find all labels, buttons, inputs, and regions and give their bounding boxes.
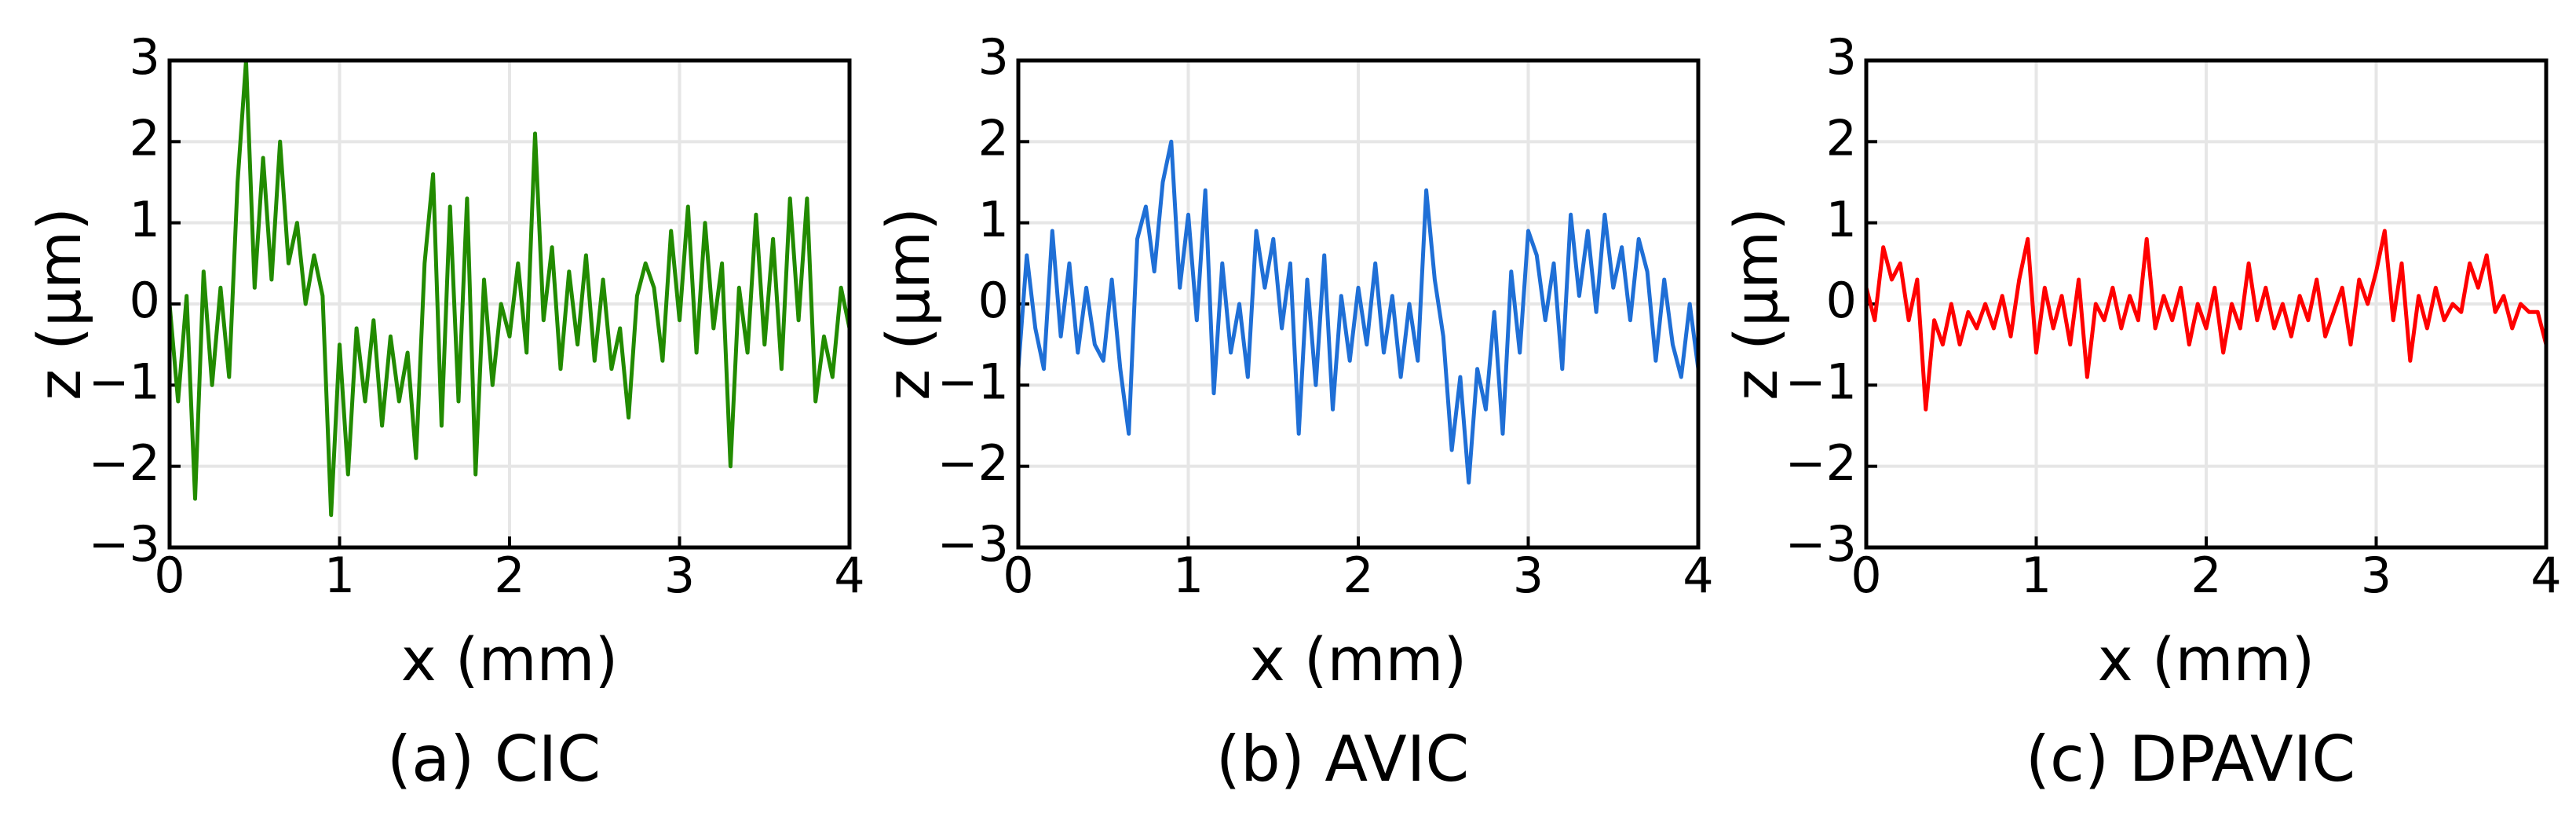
- y-tick-label: 0: [1826, 272, 1857, 329]
- data-line: [167, 58, 852, 518]
- panel: −3 −2 −1 0 1 2 3 0 1 2 3 4 x (mm) z (μm) (b) AVIC: [873, 28, 1714, 796]
- y-tick-label: −3: [1785, 515, 1857, 573]
- plot-frame: [167, 58, 852, 550]
- y-tick-label: 1: [978, 191, 1009, 248]
- x-axis-label: x (mm): [1250, 624, 1467, 694]
- y-tick-label: 2: [978, 109, 1009, 167]
- x-tick-label: 2: [494, 547, 524, 604]
- y-tick-label: 3: [130, 28, 160, 86]
- x-tick-label: 0: [1851, 547, 1881, 604]
- data-line: [1864, 229, 2549, 412]
- y-tick-label: 0: [978, 272, 1009, 329]
- x-tick-label: 2: [1343, 547, 1373, 604]
- data-line: [1016, 139, 1701, 485]
- plot-frame: [1016, 58, 1701, 550]
- y-tick-label: −1: [937, 353, 1009, 410]
- caption: (b) AVIC: [1216, 723, 1469, 796]
- x-tick-label: 3: [664, 547, 695, 604]
- y-tick-label: −2: [89, 434, 160, 492]
- x-tick-label: 4: [1683, 547, 1713, 604]
- x-tick-label: 3: [1513, 547, 1544, 604]
- x-tick-label: 1: [1173, 547, 1204, 604]
- x-tick-label: 1: [2021, 547, 2052, 604]
- y-tick-label: −2: [1785, 434, 1857, 492]
- x-tick-label: 4: [834, 547, 864, 604]
- x-tick-label: 3: [2361, 547, 2391, 604]
- y-tick-label: 1: [1826, 191, 1857, 248]
- y-tick-label: 0: [130, 272, 160, 329]
- x-tick-label: 0: [154, 547, 185, 604]
- caption: (c) DPAVIC: [2026, 723, 2355, 796]
- plot-frame: [1864, 58, 2549, 550]
- y-tick-label: 3: [1826, 28, 1857, 86]
- y-tick-label: 1: [130, 191, 160, 248]
- x-tick-label: 0: [1003, 547, 1033, 604]
- x-tick-label: 1: [324, 547, 355, 604]
- y-tick-label: 2: [130, 109, 160, 167]
- x-tick-label: 2: [2191, 547, 2221, 604]
- y-tick-label: −1: [89, 353, 160, 410]
- panel: −3 −2 −1 0 1 2 3 0 1 2 3 4 x (mm) z (μm) (a) CIC: [24, 28, 865, 796]
- y-tick-label: 3: [978, 28, 1009, 86]
- y-tick-label: −2: [937, 434, 1009, 492]
- y-tick-label: −3: [937, 515, 1009, 573]
- panel: −3 −2 −1 0 1 2 3 0 1 2 3 4 x (mm) z (μm) (c) DPAVIC: [1721, 28, 2562, 796]
- y-tick-label: 2: [1826, 109, 1857, 167]
- y-axis-label: z (μm): [873, 207, 943, 401]
- y-tick-label: −3: [89, 515, 160, 573]
- x-tick-label: 4: [2530, 547, 2561, 604]
- y-axis-label: z (μm): [24, 207, 94, 401]
- x-axis-label: x (mm): [401, 624, 619, 694]
- x-axis-label: x (mm): [2098, 624, 2315, 694]
- y-tick-label: −1: [1785, 353, 1857, 410]
- y-axis-label: z (μm): [1721, 207, 1791, 401]
- caption: (a) CIC: [387, 723, 601, 796]
